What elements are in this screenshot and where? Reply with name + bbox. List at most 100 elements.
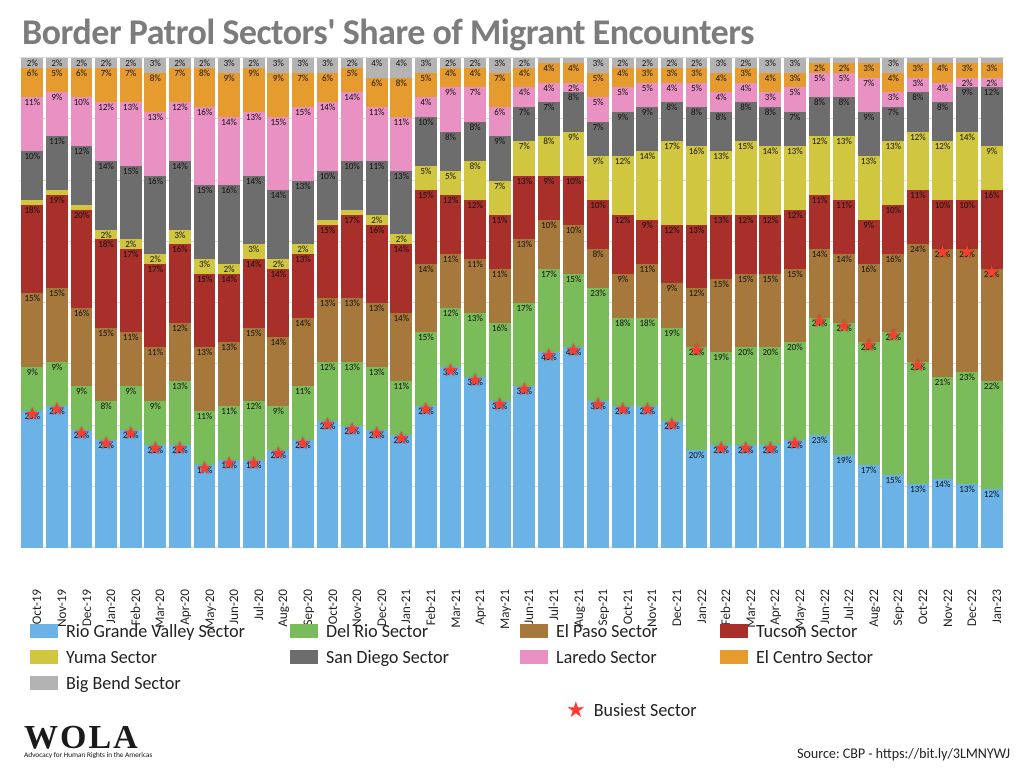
bar-segment: 3% <box>710 58 732 73</box>
bar-segment-label: 10% <box>932 201 954 210</box>
chart-title: Border Patrol Sectors' Share of Migrant … <box>22 10 754 54</box>
bar-segment: 28% <box>21 411 43 548</box>
legend-item: Laredo Sector <box>520 646 720 668</box>
bar-segment-label: 11% <box>144 348 166 357</box>
bar-segment-label: 14% <box>390 314 412 323</box>
bar-segment-label: 9% <box>563 133 585 142</box>
bar-segment: 21% <box>710 445 732 548</box>
bar-segment: 17% <box>341 215 363 298</box>
bar: 21%20%15%12%14%8%3%4%3%★ <box>759 58 781 548</box>
star-icon: ★ <box>369 422 385 444</box>
bar-segment-label: 9% <box>636 221 658 230</box>
bar-segment: 7% <box>882 107 904 141</box>
bar-segment: 2% <box>563 83 585 93</box>
bar-segment: 7% <box>95 68 117 102</box>
bar-segment-label: 7% <box>513 142 535 151</box>
bar-segment-label: 3% <box>686 69 708 78</box>
bar-segment-label: 16% <box>858 265 880 274</box>
bar-segment: 3% <box>907 63 929 78</box>
bar-segment: 5% <box>440 171 462 196</box>
bar-segment: 12% <box>71 146 93 205</box>
bar-segment-label: 15% <box>710 280 732 289</box>
bar-segment-label: 11% <box>833 201 855 210</box>
bar-segment: 40% <box>538 352 560 548</box>
legend-swatch <box>520 650 548 664</box>
bar-segment: 8% <box>390 78 412 117</box>
bar-segment-label: 14% <box>169 162 191 171</box>
star-icon: ★ <box>713 437 729 459</box>
bar-segment-label: 9% <box>46 363 68 372</box>
bar: 23%24%14%11%12%8%5%2%★ <box>809 58 831 548</box>
star-icon: ★ <box>516 378 532 400</box>
bar-segment: 12% <box>464 200 486 259</box>
bar-segment: 5% <box>415 73 437 98</box>
bar-segment-label: 8% <box>907 93 929 102</box>
bar-segment-label: 2% <box>661 59 683 68</box>
bar-segment: 13% <box>907 484 929 548</box>
bar-segment: 4% <box>415 97 437 117</box>
bar-segment: 2% <box>267 259 289 269</box>
bar-segment: 9% <box>612 274 634 318</box>
bar-segment: 9% <box>267 73 289 117</box>
bar-segment-label: 16% <box>71 309 93 318</box>
bar-segment-label: 12% <box>686 289 708 298</box>
bar-segment: 8% <box>661 102 683 141</box>
bar-segment-label: 4% <box>538 84 560 93</box>
bar-segment: 13% <box>144 112 166 176</box>
bar-segment-label: 14% <box>932 480 954 489</box>
bar-segment-label: 7% <box>292 74 314 83</box>
bar-segment: 17% <box>661 141 683 224</box>
bar-segment: 25% <box>341 426 363 549</box>
bar-segment: 7% <box>464 87 486 121</box>
bar-segment: 2% <box>440 58 462 68</box>
legend-label: El Centro Sector <box>756 646 873 668</box>
bar-segment-label: 14% <box>759 147 781 156</box>
bar-segment <box>956 58 978 63</box>
bar-segment: 30% <box>587 401 609 548</box>
bar-segment: 4% <box>710 73 732 93</box>
bar-segment-label: 8% <box>759 108 781 117</box>
bar-segment: 10% <box>587 200 609 249</box>
bar-segment-label: 13% <box>513 240 535 249</box>
bar-segment-label: 8% <box>587 250 609 259</box>
bar-segment: 20% <box>784 342 806 440</box>
bar-segment: 9% <box>636 107 658 151</box>
bar-segment: 5% <box>46 68 68 93</box>
bar-segment: 24% <box>71 430 93 548</box>
bar-segment: 2% <box>686 58 708 68</box>
bar-segment-label: 13% <box>390 172 412 181</box>
bar-segment-label: 2% <box>981 79 1003 88</box>
bar-segment-label: 13% <box>686 226 708 235</box>
bar-segment: 20% <box>267 450 289 548</box>
bar-segment-label: 5% <box>341 69 363 78</box>
star-icon: ★ <box>566 696 586 723</box>
bar-segment-label: 17% <box>858 466 880 475</box>
bar-segment: 16% <box>858 264 880 342</box>
bar-segment: 20% <box>759 347 781 445</box>
star-icon: ★ <box>541 344 557 366</box>
bar-segment: 10% <box>882 205 904 254</box>
bar-segment-label: 2% <box>612 59 634 68</box>
bar-segment-label: 2% <box>120 240 142 249</box>
bar-segment-label: 9% <box>612 275 634 284</box>
bar-segment: 10% <box>21 151 43 200</box>
bar-segment: 9% <box>243 68 265 112</box>
bar-segment-label: 6% <box>21 69 43 78</box>
bar-segment-label: 12% <box>169 103 191 112</box>
bar-segment <box>341 210 363 215</box>
bar-segment-label: 2% <box>390 235 412 244</box>
bar-segment-label: 20% <box>784 343 806 352</box>
bar-segment-label: 4% <box>735 84 757 93</box>
bar-segment: 14% <box>833 254 855 323</box>
bar-segment-label: 12% <box>981 88 1003 97</box>
logo-subtext: Advocacy for Human Rights in the America… <box>24 751 152 760</box>
bar-segment-label: 16% <box>144 177 166 186</box>
bar-segment-label: 19% <box>46 196 68 205</box>
bar-segment: 9% <box>489 136 511 180</box>
bar-segment: 15% <box>563 274 585 348</box>
bar-segment-label: 14% <box>243 260 265 269</box>
source-citation: Source: CBP - https://bit.ly/3LMNYWJ <box>797 745 1010 762</box>
bar-segment: 25% <box>907 362 929 485</box>
bar-segment: 9% <box>587 156 609 200</box>
bar-segment-label: 4% <box>612 69 634 78</box>
